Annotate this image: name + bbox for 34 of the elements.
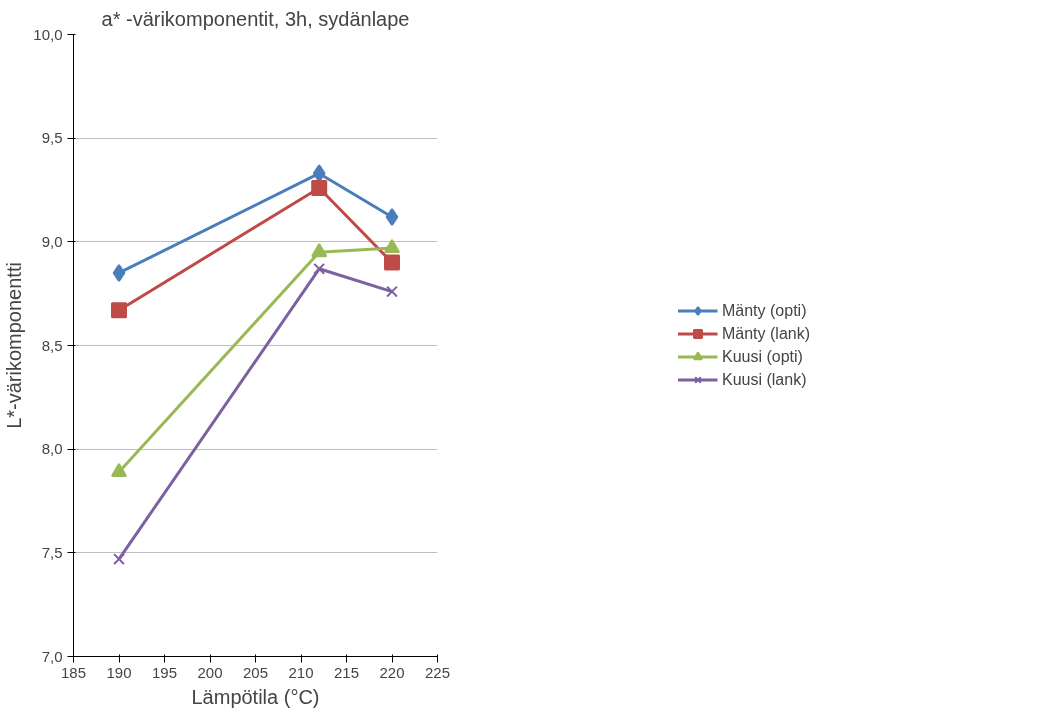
legend-label: Mänty (opti) [721,301,807,320]
point [112,263,126,282]
y-tick-label: 9,0 [41,232,63,250]
y-tick-label: 7,0 [41,647,63,665]
point [111,462,127,478]
x-tick-label: 220 [379,663,405,681]
legend-label: Kuusi (lank) [721,370,807,389]
y-axis-title: L*-värikomponentti [3,262,26,429]
legend-label: Mänty (lank) [721,324,811,343]
point [311,179,328,196]
point [384,254,400,271]
x-tick-label: 190 [106,663,132,681]
x-tick-label: 215 [333,663,360,681]
legend-label: Kuusi (opti) [721,347,803,366]
point [111,302,127,319]
x-tick-label: 205 [242,663,269,681]
x-tick-label: 195 [151,663,178,681]
x-axis-title: Lämpötila (°C) [191,685,320,708]
y-tick-label: 7,5 [41,543,63,561]
point [311,243,328,258]
y-tick-label: 8,5 [41,336,63,354]
point [384,238,400,254]
x-tick-label: 210 [288,663,314,681]
chart-title: a* -värikomponentit, 3h, sydänlape [101,7,410,30]
y-tick-label: 10,0 [33,25,63,43]
point [113,553,125,565]
y-tick-label: 8,0 [41,440,63,458]
x-tick-label: 225 [424,663,451,681]
point [313,262,326,275]
x-tick-label: 200 [197,663,223,681]
x-tick-label: 185 [60,663,87,681]
point [386,285,398,298]
y-tick-label: 9,5 [41,129,63,147]
point [385,207,399,226]
